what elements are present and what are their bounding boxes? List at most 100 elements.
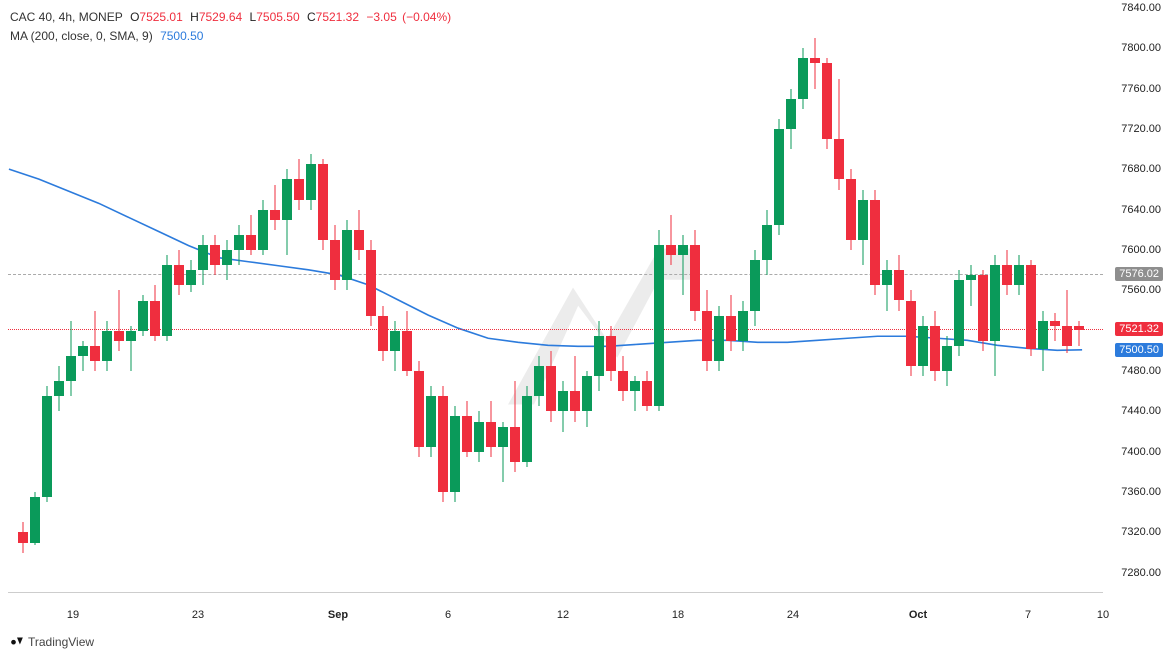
x-tick: 7 xyxy=(1025,609,1031,621)
candle xyxy=(1014,8,1024,593)
brand-label: TradingView xyxy=(10,634,94,649)
candle xyxy=(990,8,1000,593)
candle xyxy=(378,8,388,593)
candle xyxy=(438,8,448,593)
symbol-label: CAC 40, 4h, MONEP xyxy=(10,8,123,27)
candle xyxy=(714,8,724,593)
candle xyxy=(138,8,148,593)
candle xyxy=(294,8,304,593)
candle xyxy=(810,8,820,593)
candle xyxy=(594,8,604,593)
x-tick: 10 xyxy=(1097,609,1109,621)
candle xyxy=(270,8,280,593)
candle xyxy=(42,8,52,593)
candle xyxy=(522,8,532,593)
candle xyxy=(1026,8,1036,593)
candle xyxy=(222,8,232,593)
y-tick: 7840.00 xyxy=(1121,2,1161,14)
candle xyxy=(486,8,496,593)
x-tick: 6 xyxy=(445,609,451,621)
candle xyxy=(114,8,124,593)
candle xyxy=(426,8,436,593)
candle xyxy=(390,8,400,593)
change-value: −3.05 xyxy=(366,8,396,27)
candle xyxy=(546,8,556,593)
ma-value: 7500.50 xyxy=(160,29,203,43)
candle xyxy=(870,8,880,593)
candle xyxy=(498,8,508,593)
y-tick: 7680.00 xyxy=(1121,163,1161,175)
y-tick: 7560.00 xyxy=(1121,284,1161,296)
o-label: O xyxy=(130,8,139,27)
candle xyxy=(666,8,676,593)
x-axis: 1923Sep6121824Oct710 xyxy=(8,607,1103,627)
y-tick: 7480.00 xyxy=(1121,365,1161,377)
candlestick-chart[interactable]: 7280.007320.007360.007400.007440.007480.… xyxy=(8,8,1103,593)
candle xyxy=(174,8,184,593)
y-tick: 7760.00 xyxy=(1121,83,1161,95)
x-tick: Sep xyxy=(328,609,348,621)
candle xyxy=(918,8,928,593)
candle xyxy=(102,8,112,593)
candle xyxy=(558,8,568,593)
candle xyxy=(906,8,916,593)
candle xyxy=(354,8,364,593)
candle xyxy=(1050,8,1060,593)
candle xyxy=(786,8,796,593)
l-value: 7505.50 xyxy=(256,8,299,27)
candle xyxy=(726,8,736,593)
candle xyxy=(282,8,292,593)
candle xyxy=(462,8,472,593)
candle xyxy=(198,8,208,593)
candle xyxy=(762,8,772,593)
candle xyxy=(450,8,460,593)
l-label: L xyxy=(250,8,257,27)
candle xyxy=(210,8,220,593)
candle xyxy=(186,8,196,593)
candle xyxy=(474,8,484,593)
y-tick: 7800.00 xyxy=(1121,42,1161,54)
h-label: H xyxy=(190,8,199,27)
legend: CAC 40, 4h, MONEP O7525.01 H7529.64 L750… xyxy=(10,8,451,46)
candle xyxy=(78,8,88,593)
candle xyxy=(930,8,940,593)
y-tick: 7360.00 xyxy=(1121,486,1161,498)
y-tick: 7280.00 xyxy=(1121,567,1161,579)
candle xyxy=(822,8,832,593)
candle xyxy=(366,8,376,593)
x-tick: 24 xyxy=(787,609,799,621)
x-tick: 18 xyxy=(672,609,684,621)
candle xyxy=(234,8,244,593)
h-value: 7529.64 xyxy=(199,8,242,27)
c-label: C xyxy=(307,8,316,27)
candle xyxy=(1002,8,1012,593)
y-tick: 7600.00 xyxy=(1121,244,1161,256)
candle xyxy=(1062,8,1072,593)
candle xyxy=(894,8,904,593)
candle xyxy=(1038,8,1048,593)
candle xyxy=(654,8,664,593)
y-tick: 7640.00 xyxy=(1121,204,1161,216)
candle xyxy=(798,8,808,593)
y-tick: 7320.00 xyxy=(1121,526,1161,538)
x-tick: 12 xyxy=(557,609,569,621)
candle xyxy=(30,8,40,593)
candle xyxy=(690,8,700,593)
candle xyxy=(750,8,760,593)
candle xyxy=(318,8,328,593)
candle xyxy=(246,8,256,593)
ma-label: MA (200, close, 0, SMA, 9) xyxy=(10,29,153,43)
candle xyxy=(774,8,784,593)
price-tag: 7500.50 xyxy=(1115,343,1163,357)
candle xyxy=(834,8,844,593)
candle xyxy=(126,8,136,593)
candle xyxy=(942,8,952,593)
candle xyxy=(18,8,28,593)
candle xyxy=(954,8,964,593)
y-tick: 7400.00 xyxy=(1121,446,1161,458)
price-tag: 7576.02 xyxy=(1115,267,1163,281)
c-value: 7521.32 xyxy=(316,8,359,27)
y-tick: 7440.00 xyxy=(1121,405,1161,417)
candle xyxy=(150,8,160,593)
o-value: 7525.01 xyxy=(139,8,182,27)
